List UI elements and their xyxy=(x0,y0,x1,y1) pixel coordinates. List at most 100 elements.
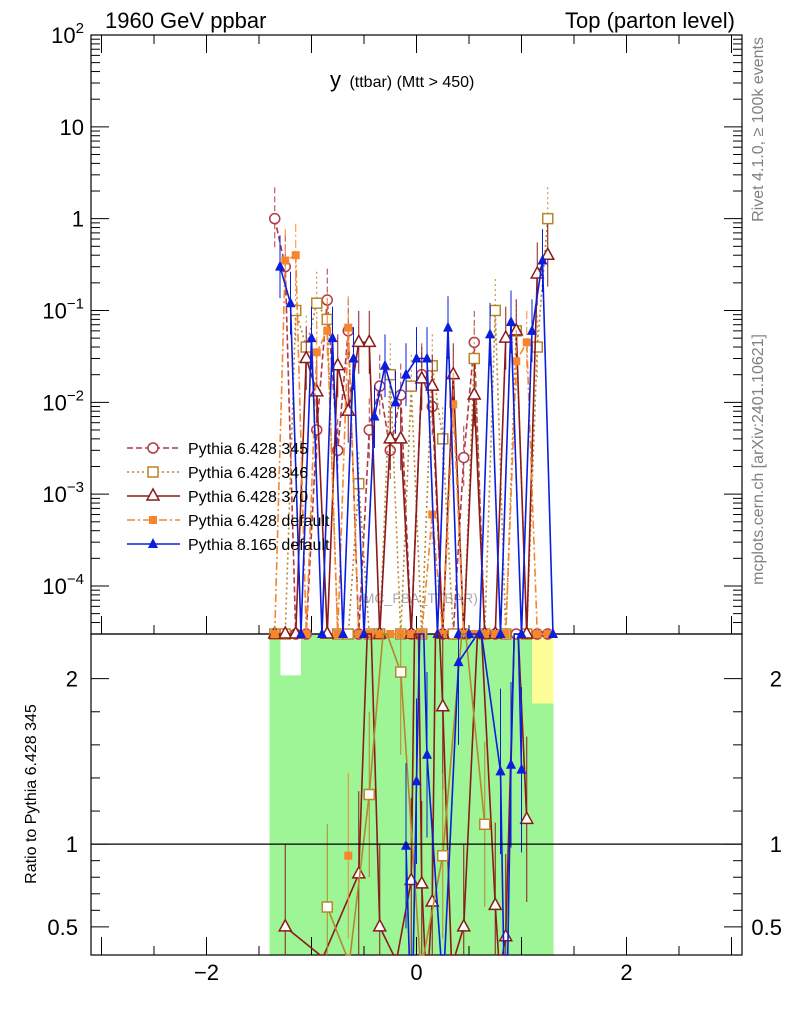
data-point xyxy=(411,775,422,786)
data-point xyxy=(456,918,472,932)
top-y-tick-label: 10−2 xyxy=(42,387,84,415)
ratio-series-layer xyxy=(277,633,535,956)
data-point xyxy=(506,758,516,769)
data-point xyxy=(512,357,521,366)
band-green xyxy=(427,634,438,955)
data-point xyxy=(312,348,321,357)
ratio-y-tick-label-right: 0.5 xyxy=(751,915,782,940)
band-green xyxy=(542,703,554,955)
data-point xyxy=(277,625,293,639)
data-point xyxy=(516,763,527,774)
data-point xyxy=(487,896,503,911)
series-4 xyxy=(275,229,558,638)
top-y-tick-label: 1 xyxy=(72,207,84,232)
data-point xyxy=(501,630,510,638)
data-point xyxy=(351,333,367,348)
data-point xyxy=(543,630,552,638)
data-point xyxy=(542,212,554,225)
data-point xyxy=(453,656,464,667)
legend-item: Pythia 6.428 345 xyxy=(127,441,308,458)
data-point xyxy=(372,918,388,932)
legend-item: Pythia 8.165 default xyxy=(127,537,330,554)
data-point xyxy=(480,630,489,638)
data-point xyxy=(401,368,411,379)
side-text-mcplots: mcplots.cern.ch [arXiv:2401.10621] xyxy=(750,334,767,585)
data-point xyxy=(147,466,159,478)
ratio-series-2 xyxy=(344,772,353,939)
data-point xyxy=(498,329,514,343)
top-series-layer xyxy=(267,187,558,640)
data-point xyxy=(533,630,542,638)
band-green xyxy=(448,634,459,955)
data-point xyxy=(281,256,290,265)
data-point xyxy=(443,321,453,332)
data-point xyxy=(407,630,416,638)
data-point xyxy=(414,875,430,889)
data-point xyxy=(145,487,161,501)
ratio-y-tick-label-right: 1 xyxy=(770,832,782,857)
data-point xyxy=(390,396,401,407)
data-point xyxy=(401,839,411,850)
data-point xyxy=(435,698,451,712)
legend-label: Pythia 6.428 370 xyxy=(188,489,308,506)
band-green xyxy=(290,675,302,955)
data-point xyxy=(395,666,407,678)
data-point xyxy=(323,326,332,335)
data-point xyxy=(449,400,458,409)
data-point xyxy=(466,386,482,400)
top-axis-ticks: 102 10 1 10−1 10−2 10−3 10−4 xyxy=(42,20,742,635)
x-tick-label: 2 xyxy=(620,960,632,985)
legend-item: Pythia 6.428 default xyxy=(127,513,330,530)
legend-label: Pythia 6.428 345 xyxy=(188,441,308,458)
data-point xyxy=(424,893,440,907)
data-point xyxy=(354,630,363,638)
data-point xyxy=(411,352,422,363)
band-green xyxy=(500,634,512,955)
data-point xyxy=(386,630,395,638)
top-y-tick-label: 10−4 xyxy=(42,571,84,599)
band-green xyxy=(322,634,333,955)
ratio-y-tick-label: 0.5 xyxy=(47,915,78,940)
data-point xyxy=(522,338,531,347)
series-line xyxy=(279,260,554,635)
data-point xyxy=(285,297,296,308)
data-point xyxy=(148,538,158,548)
legend-label: Pythia 8.165 default xyxy=(188,537,330,554)
data-point xyxy=(380,359,390,370)
data-point xyxy=(537,254,548,265)
data-point xyxy=(275,260,285,271)
data-point xyxy=(321,901,333,913)
legend-item: Pythia 6.428 370 xyxy=(127,487,308,506)
data-point xyxy=(495,765,506,776)
data-point xyxy=(437,433,449,445)
band-green xyxy=(311,634,323,955)
data-point xyxy=(296,628,306,638)
series-1 xyxy=(269,187,554,640)
data-point xyxy=(405,380,417,392)
watermark: (MC_FBA_TTBAR) xyxy=(358,590,478,606)
data-point xyxy=(479,818,491,831)
data-point xyxy=(361,333,377,348)
band-green xyxy=(458,634,470,955)
data-point xyxy=(338,628,348,638)
data-point xyxy=(306,332,317,343)
data-point xyxy=(270,630,279,638)
chart-title: y (ttbar) (Mtt > 450) xyxy=(330,67,474,92)
band-green xyxy=(332,634,344,955)
data-point xyxy=(422,352,432,363)
data-point xyxy=(298,349,314,364)
data-point xyxy=(291,251,300,260)
side-text-rivet: Rivet 4.1.0, ≥ 100k events xyxy=(750,37,767,222)
ratio-y-tick-label: 2 xyxy=(66,667,78,692)
data-point xyxy=(344,323,353,332)
data-point xyxy=(327,332,338,343)
band-green xyxy=(301,634,312,955)
top-y-tick-label: 10 xyxy=(60,115,84,140)
data-point xyxy=(468,352,480,365)
data-point xyxy=(302,630,311,638)
data-point xyxy=(458,451,470,464)
data-point xyxy=(317,628,327,638)
band-green xyxy=(490,634,501,955)
ratio-axis-ticks: −2 0 2 0.5 0.5 1 1 2 2 xyxy=(47,667,782,985)
